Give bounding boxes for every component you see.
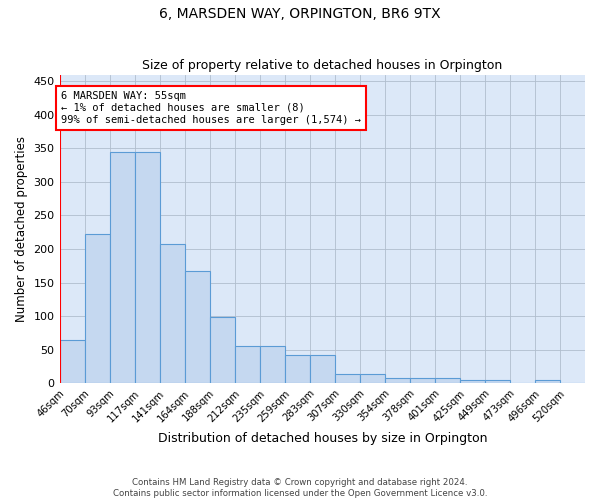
Bar (59, 340, 85, 383)
Bar (160, 244, 185, 383)
Bar (410, 378, 435, 383)
Bar (85, 234, 110, 383)
Bar (134, 152, 160, 383)
Bar (485, 380, 510, 383)
Bar (185, 271, 209, 383)
Bar (535, 380, 560, 383)
Title: Size of property relative to detached houses in Orpington: Size of property relative to detached ho… (142, 59, 502, 72)
Bar (285, 355, 310, 383)
Bar (385, 378, 410, 383)
Text: 6 MARSDEN WAY: 55sqm
← 1% of detached houses are smaller (8)
99% of semi-detache: 6 MARSDEN WAY: 55sqm ← 1% of detached ho… (61, 92, 361, 124)
Bar (460, 380, 485, 383)
Bar (110, 152, 134, 383)
Bar (260, 346, 285, 383)
Bar (335, 374, 360, 383)
Bar (360, 374, 385, 383)
Y-axis label: Number of detached properties: Number of detached properties (15, 136, 28, 322)
Bar (235, 346, 260, 383)
Bar (435, 378, 460, 383)
Text: 6, MARSDEN WAY, ORPINGTON, BR6 9TX: 6, MARSDEN WAY, ORPINGTON, BR6 9TX (159, 8, 441, 22)
X-axis label: Distribution of detached houses by size in Orpington: Distribution of detached houses by size … (158, 432, 487, 445)
Bar (310, 355, 335, 383)
Bar (209, 318, 235, 383)
Text: Contains HM Land Registry data © Crown copyright and database right 2024.
Contai: Contains HM Land Registry data © Crown c… (113, 478, 487, 498)
